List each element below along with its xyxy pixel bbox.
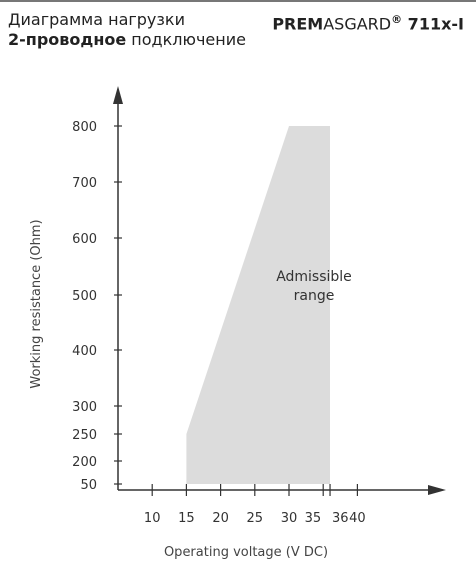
- x-tick-label-10: 10: [144, 511, 161, 526]
- product-name-model: 711x-I: [402, 14, 464, 34]
- x-tick-label-36: 36: [332, 511, 349, 526]
- product-name-brand: ASGARD: [323, 14, 392, 34]
- connection-type-rest: подключение: [126, 30, 246, 49]
- x-axis-title: Operating voltage (V DC): [164, 545, 328, 560]
- x-tick-label-25: 25: [247, 511, 264, 526]
- y-tick-label-50: 50: [80, 478, 97, 493]
- chart-heading: Диаграмма нагрузки: [8, 10, 185, 30]
- connection-type-bold: 2-проводное: [8, 30, 127, 49]
- registered-mark: ®: [391, 13, 403, 26]
- y-tick-label-400: 400: [72, 344, 97, 359]
- region-label-line2: range: [294, 288, 335, 304]
- y-tick-label-500: 500: [72, 289, 97, 304]
- y-axis-title: Working resistance (Ohm): [29, 219, 44, 388]
- y-tick-label-200: 200: [72, 455, 97, 470]
- product-name-bold-prefix: PREM: [272, 14, 324, 34]
- y-axis-arrow: [113, 86, 123, 104]
- x-tick-label-35: 35: [305, 511, 322, 526]
- product-name: PREMASGARD® 711x-I: [272, 10, 464, 34]
- y-tick-label-700: 700: [72, 176, 97, 191]
- x-axis-arrow: [428, 485, 446, 495]
- top-rule: [0, 0, 476, 2]
- x-tick-label-20: 20: [212, 511, 229, 526]
- x-tick-label-15: 15: [178, 511, 195, 526]
- y-tick-label-800: 800: [72, 120, 97, 135]
- admissible-range-area: [186, 126, 330, 484]
- region-label-line1: Admissible: [276, 269, 352, 285]
- y-tick-label-300: 300: [72, 400, 97, 415]
- y-tick-label-600: 600: [72, 232, 97, 247]
- y-tick-label-250: 250: [72, 428, 97, 443]
- x-tick-label-40: 40: [349, 511, 366, 526]
- chart-heading-text: Диаграмма нагрузки: [8, 10, 185, 29]
- connection-subheading: 2-проводное подключение: [8, 30, 246, 50]
- x-tick-label-30: 30: [281, 511, 298, 526]
